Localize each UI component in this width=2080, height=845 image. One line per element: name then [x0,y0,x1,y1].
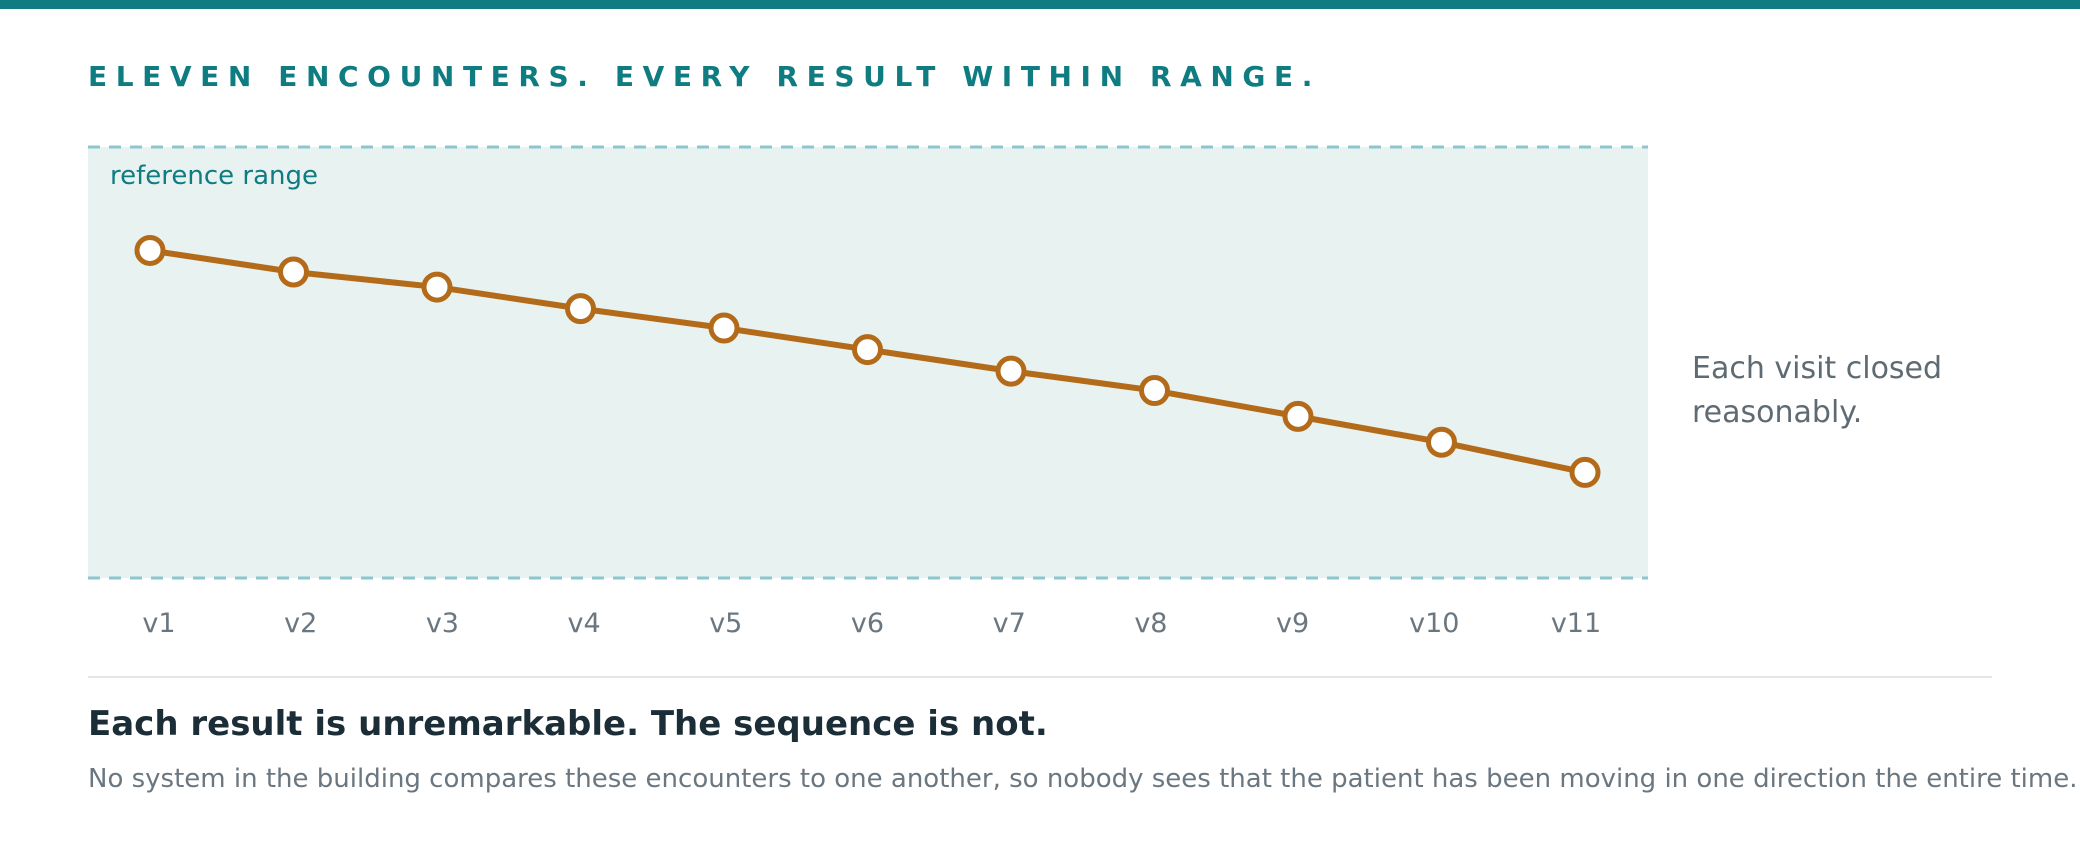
data-point-v9 [1282,400,1314,432]
data-point-v2 [278,256,309,288]
data-point-v7 [995,355,1027,387]
x-tick-label-v3: v3 [426,608,459,639]
series-layer [134,234,1601,488]
headline: ELEVEN ENCOUNTERS. EVERY RESULT WITHIN R… [88,60,1321,93]
top-accent-bar [0,0,2080,9]
data-point-v3 [421,271,453,303]
data-point-v10 [1426,426,1457,458]
x-tick-label-v1: v1 [142,608,175,639]
data-point-v1 [134,234,166,266]
x-tick-label-v10: v10 [1409,608,1459,639]
takeaway-heading: Each result is unremarkable. The sequenc… [88,704,1048,744]
x-axis-ticks: v1 v2 v3 v4 v5 v6 v7 v8 v9 v10 v11 [142,608,1601,639]
reference-range-label: reference range [110,161,318,191]
x-tick-label-v8: v8 [1134,608,1167,639]
data-point-v6 [852,334,883,366]
x-tick-label-v2: v2 [284,608,317,639]
x-tick-label-v7: v7 [993,608,1026,639]
explanation-text: No system in the building compares these… [88,764,2078,794]
data-point-v4 [565,293,596,325]
x-tick-label-v4: v4 [568,608,601,639]
x-tick-label-v11: v11 [1551,608,1601,639]
x-tick-label-v9: v9 [1276,608,1309,639]
x-tick-label-v5: v5 [709,608,742,639]
x-tick-label-v6: v6 [851,608,884,639]
data-point-v8 [1139,375,1170,407]
side-note: Each visit closed reasonably. [1692,351,1943,430]
divider [88,676,1992,678]
data-point-v11 [1569,456,1601,488]
data-point-v5 [708,312,740,344]
